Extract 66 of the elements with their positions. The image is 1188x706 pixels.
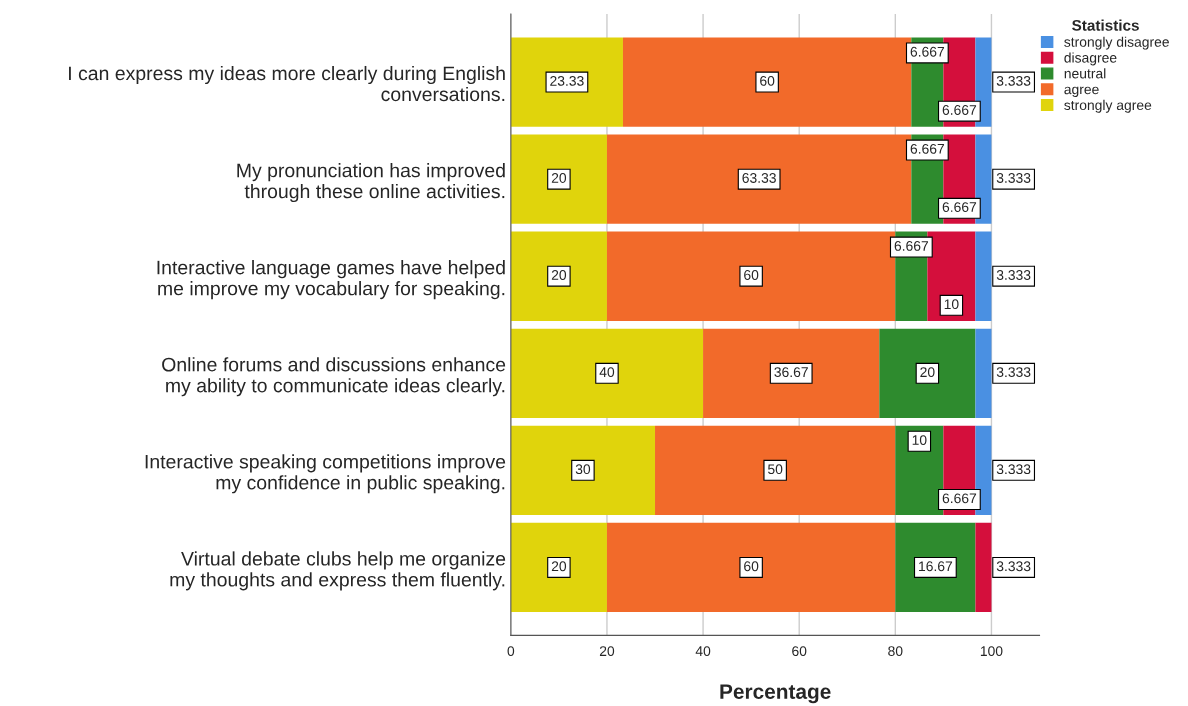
data-label: 6.667 xyxy=(910,46,945,57)
bar xyxy=(703,328,880,418)
x-axis-title: Percentage xyxy=(720,684,831,704)
data-label: 6.667 xyxy=(942,105,977,115)
legend-label: strongly agree xyxy=(1064,99,1152,113)
data-label: 3.333 xyxy=(996,270,1031,280)
x-tick-label: 20 xyxy=(599,646,615,657)
bar xyxy=(606,231,896,321)
data-label: 6.667 xyxy=(942,493,977,504)
data-label: 20 xyxy=(551,173,567,183)
bar xyxy=(622,37,912,127)
data-label: 40 xyxy=(599,367,615,378)
x-tick-label: 60 xyxy=(792,646,807,657)
x-tick-label: 40 xyxy=(695,646,711,657)
data-label: 23.33 xyxy=(550,75,584,86)
bar xyxy=(975,231,992,321)
bar xyxy=(510,328,704,418)
data-label: 30 xyxy=(575,464,591,475)
data-label: 10 xyxy=(912,435,927,445)
bar xyxy=(975,134,992,224)
data-label: 60 xyxy=(744,561,759,572)
data-label: 16.67 xyxy=(919,561,953,572)
data-label: 60 xyxy=(760,75,775,86)
bar xyxy=(975,425,992,516)
legend-label: agree xyxy=(1064,86,1099,97)
bar xyxy=(510,134,607,224)
bar xyxy=(975,522,992,613)
data-label: 3.333 xyxy=(996,173,1031,183)
data-label: 3.333 xyxy=(996,367,1031,378)
data-label: 6.667 xyxy=(894,240,929,251)
bar xyxy=(510,37,623,127)
bar xyxy=(510,425,656,516)
bar xyxy=(606,134,912,224)
y-tick-label: Virtual debate clubs help me organize my thoughts and express them fluently. xyxy=(170,551,506,591)
data-label: 20 xyxy=(551,561,567,572)
data-label: 60 xyxy=(744,270,759,280)
legend-label: strongly disagree xyxy=(1064,36,1169,50)
y-tick-label: Interactive language games have helped me improve my vocabulary for speaking. xyxy=(157,260,505,300)
x-tick-label: 0 xyxy=(507,646,515,657)
bar xyxy=(975,37,992,127)
data-label: 3.333 xyxy=(996,561,1031,572)
data-label: 20 xyxy=(920,367,935,378)
x-tick-label: 100 xyxy=(980,646,1003,657)
y-tick-label: My pronunciation has improved through these online activities. xyxy=(237,163,505,203)
data-label: 20 xyxy=(551,270,567,280)
data-label: 6.667 xyxy=(942,202,977,212)
legend-title: Statistics xyxy=(1072,19,1139,31)
y-tick-label: Interactive speaking competitions improve my confidence in public speaking. xyxy=(145,454,506,494)
data-label: 10 xyxy=(944,299,959,310)
y-tick-label: I can express my ideas more clearly during English conversations. xyxy=(69,65,505,102)
bar xyxy=(510,231,607,321)
bar xyxy=(879,328,976,418)
data-label: 6.667 xyxy=(910,143,945,154)
data-label: 50 xyxy=(768,464,783,475)
bar xyxy=(975,328,992,418)
bar xyxy=(655,425,896,516)
data-label: 3.333 xyxy=(996,464,1031,475)
bar xyxy=(606,522,896,613)
data-label: 63.33 xyxy=(742,173,776,183)
data-label: 36.67 xyxy=(774,367,808,378)
bar xyxy=(510,522,607,613)
y-tick-label: Online forums and discussions enhance my ability to communicate ideas clearly. xyxy=(162,357,506,397)
legend-label: neutral xyxy=(1064,68,1106,79)
data-label: 3.333 xyxy=(996,75,1031,86)
legend-label: disagree xyxy=(1064,52,1117,66)
x-tick-label: 80 xyxy=(888,646,903,657)
